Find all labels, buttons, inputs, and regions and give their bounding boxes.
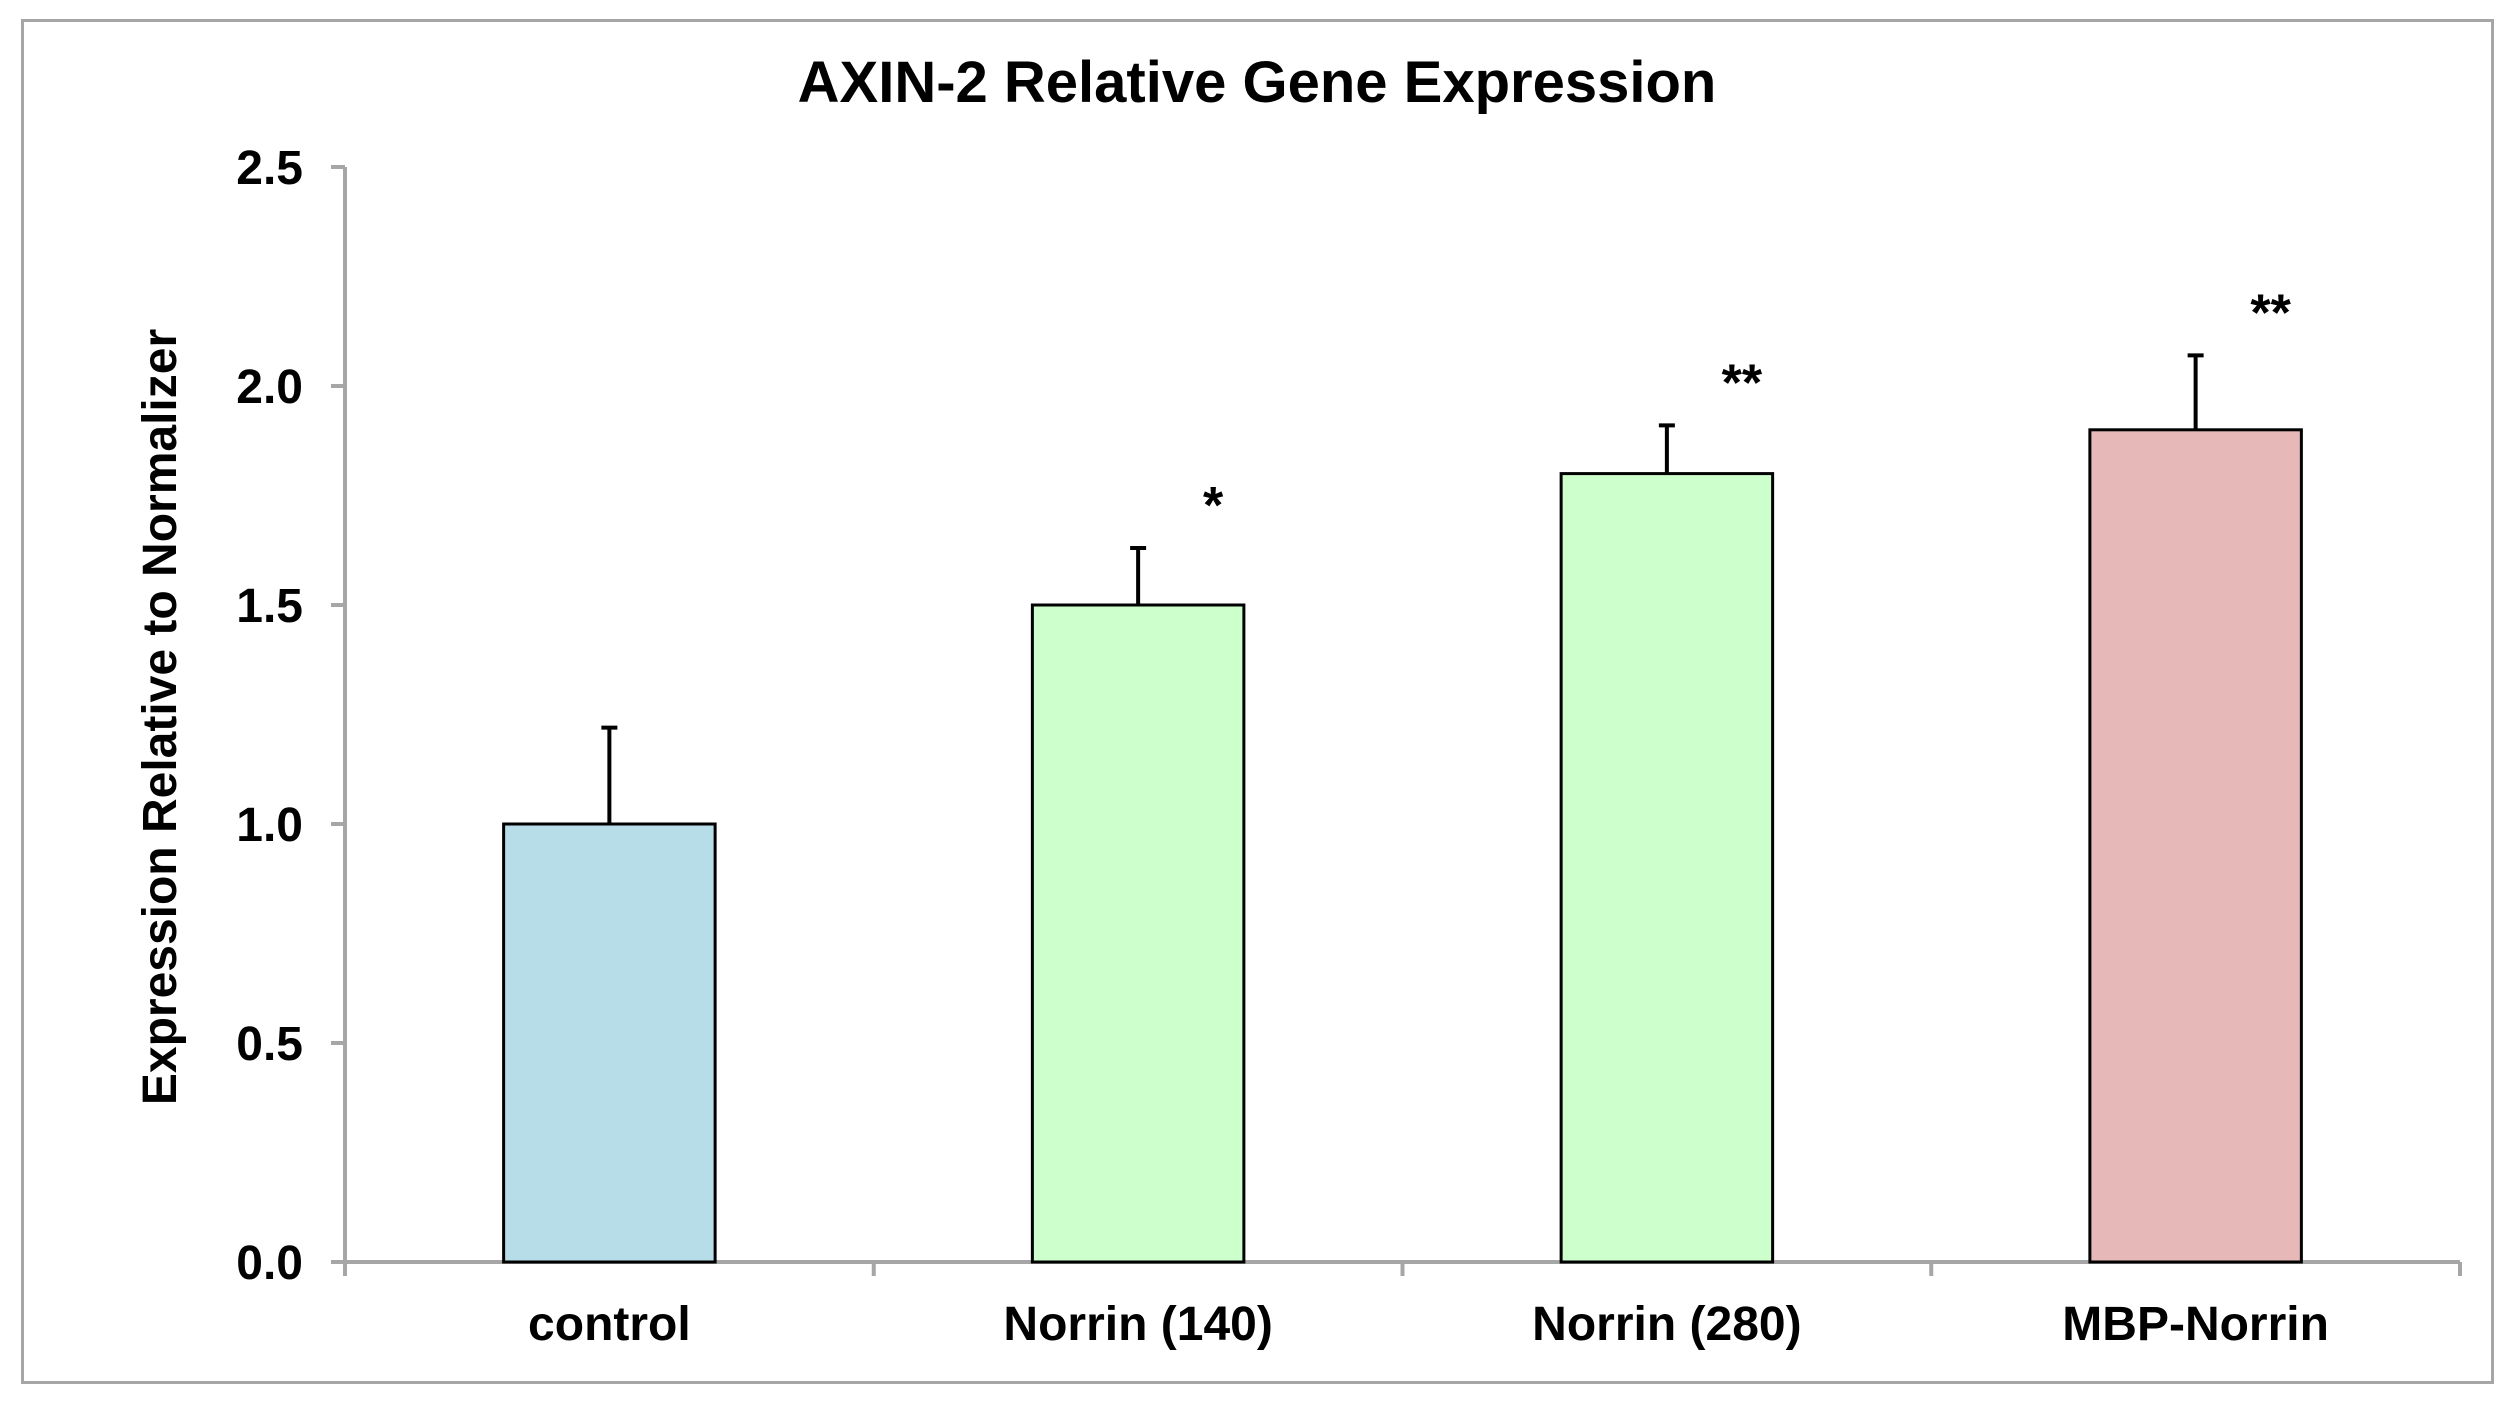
y-tick-label: 0.0 <box>236 1237 303 1290</box>
bar-norrin-280 <box>1559 472 1775 1264</box>
chart-frame <box>21 19 2494 1384</box>
significance-marker: * <box>1203 477 1224 535</box>
y-tick-label: 2.0 <box>236 361 303 414</box>
x-category-label: Norrin (280) <box>1532 1298 1801 1351</box>
bars <box>502 353 2303 1264</box>
significance-marker: ** <box>2250 284 2291 342</box>
y-axis-label: Expression Relative to Normalizer <box>134 329 187 1105</box>
bar-mbp-norrin <box>2088 428 2303 1264</box>
y-tick-label: 1.0 <box>236 799 303 852</box>
y-tick-label: 1.5 <box>236 580 303 633</box>
x-category-label: control <box>528 1298 691 1351</box>
significance-marker: ** <box>1722 354 1763 412</box>
labels: 0.0 0.5 1.0 1.5 2.0 2.5 control Norrin (140) * No… <box>236 142 2329 1351</box>
y-tick-label: 2.5 <box>236 142 303 195</box>
chart-title: AXIN-2 Relative Gene Expression <box>798 50 1717 115</box>
bar-norrin-140 <box>1030 603 1246 1264</box>
y-tick-label: 0.5 <box>236 1018 303 1071</box>
x-category-label: Norrin (140) <box>1003 1298 1272 1351</box>
x-category-label: MBP-Norrin <box>2062 1298 2329 1351</box>
bar-control <box>502 822 717 1264</box>
